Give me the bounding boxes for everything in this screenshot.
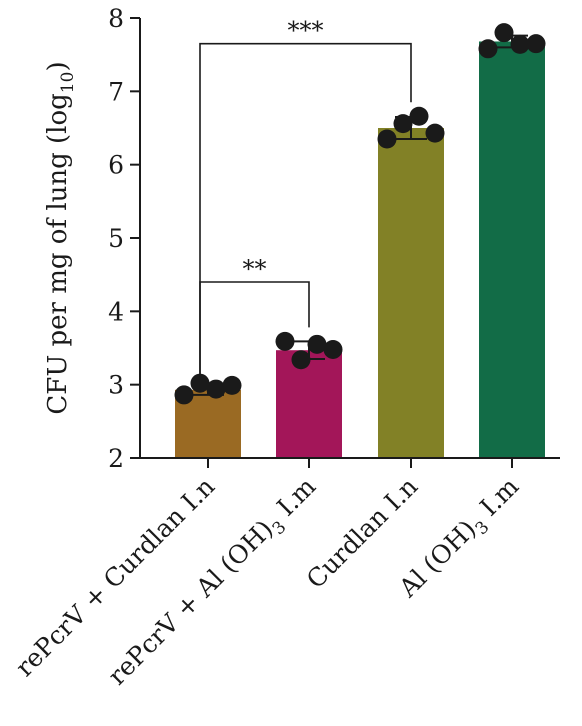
data-point-2-3 [307,334,327,354]
data-point-3-2 [393,114,413,134]
data-point-1-2 [190,373,210,393]
data-point-2-1 [275,331,295,351]
x-tick-label-2: rePcrV + Al (OH)3 I.m [102,472,325,695]
data-point-3-3 [409,106,429,126]
y-tick-label-2: 2 [108,444,124,473]
significance-label-1: ** [243,255,267,283]
data-point-3-1 [377,129,397,149]
y-axis-title: CFU per mg of lung (log10) [43,61,78,414]
y-tick-label-6: 6 [108,151,124,180]
data-point-1-3 [206,379,226,399]
bar-3 [378,128,444,458]
data-point-4-2 [494,23,514,43]
y-tick-label-4: 4 [108,297,124,326]
data-point-4-1 [478,39,498,59]
significance-layer: ***** [199,17,412,375]
data-point-1-1 [174,385,194,405]
data-point-2-4 [323,339,343,359]
bar-4 [479,41,545,458]
y-tick-label-3: 3 [108,371,124,400]
data-point-4-3 [510,34,530,54]
error-bars-layer [192,34,528,396]
significance-bracket-2 [199,42,412,375]
y-tick-label-7: 7 [108,77,124,106]
bar-2 [276,350,342,458]
data-point-3-4 [425,123,445,143]
significance-label-2: *** [288,17,324,45]
y-tick-label-8: 8 [108,4,124,33]
data-point-1-4 [222,375,242,395]
y-axis-title-subscript: 10 [58,72,78,94]
y-tick-label-5: 5 [108,224,124,253]
data-point-4-4 [526,34,546,54]
y-axis-title-end: ) [43,61,73,71]
x-tick-label-1: rePcrV + Curdlan I.n [10,472,220,682]
y-axis-title-main: CFU per mg of lung (log [43,93,73,414]
data-point-2-2 [291,350,311,370]
data-points-layer [174,23,546,405]
bars-layer [175,41,545,458]
